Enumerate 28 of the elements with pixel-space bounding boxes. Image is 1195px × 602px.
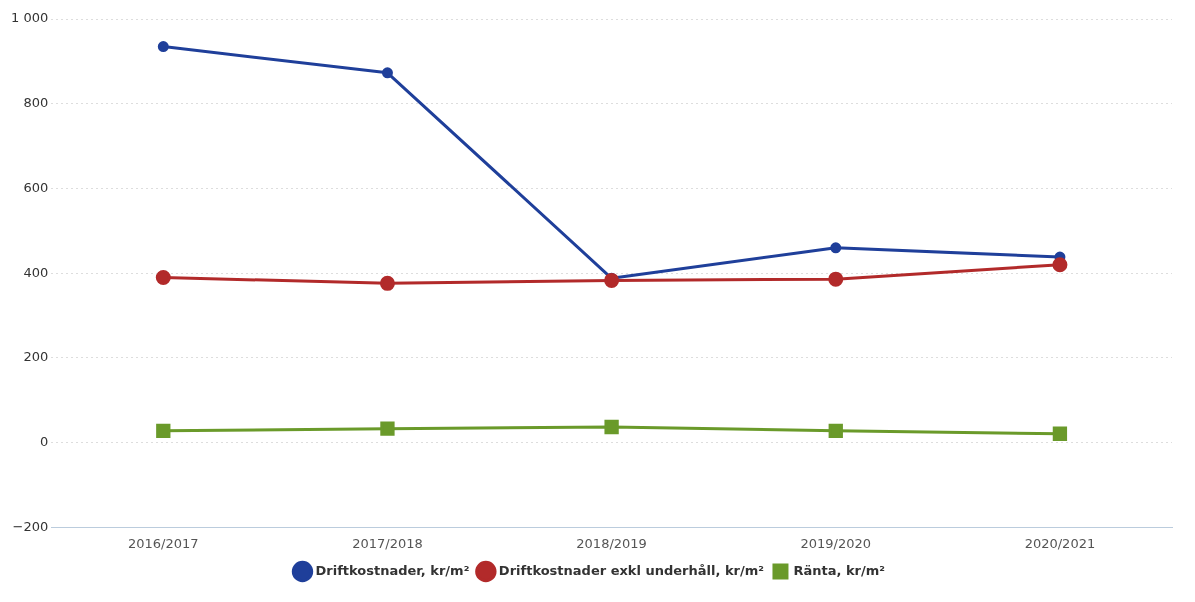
- point: [155, 269, 171, 285]
- y-tick-label: 0: [39, 434, 49, 450]
- legend-label: Driftkostnader exkl underhåll, kr/m²: [498, 562, 764, 578]
- x-tick-label: 2018/2019: [576, 535, 647, 551]
- point: [604, 419, 619, 435]
- point: [157, 41, 169, 53]
- point: [381, 67, 393, 79]
- legend-label: Ränta, kr/m²: [793, 562, 886, 578]
- x-tick-label: 2019/2020: [800, 535, 872, 551]
- point: [379, 275, 395, 291]
- point: [380, 421, 395, 436]
- y-tick-label: 1 000: [11, 10, 49, 26]
- point: [604, 272, 620, 288]
- point: [1052, 257, 1068, 273]
- y-tick-label: 600: [23, 179, 49, 195]
- x-tick-label: 2017/2018: [352, 535, 423, 551]
- y-tick-label: 400: [23, 264, 49, 280]
- x-tick-label: 2020/2021: [1024, 535, 1096, 551]
- point: [1052, 426, 1068, 441]
- point: [828, 271, 844, 287]
- y-tick-label: 200: [23, 349, 49, 365]
- legend-label: Driftkostnader, kr/m²: [315, 562, 470, 578]
- x-tick-label: 2016/2017: [128, 535, 199, 551]
- y-tick-label: 800: [23, 95, 49, 111]
- point: [828, 423, 843, 438]
- point: [830, 242, 842, 254]
- point: [156, 423, 171, 438]
- y-tick-label: −200: [12, 518, 49, 534]
